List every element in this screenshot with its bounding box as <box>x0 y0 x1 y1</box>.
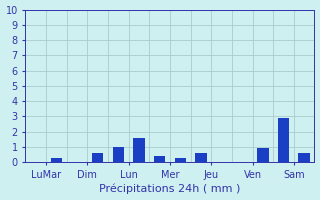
Bar <box>113 147 124 162</box>
X-axis label: Précipitations 24h ( mm ): Précipitations 24h ( mm ) <box>99 184 241 194</box>
Bar <box>175 158 186 162</box>
Bar <box>154 156 165 162</box>
Bar <box>133 138 145 162</box>
Bar <box>299 153 310 162</box>
Bar <box>195 153 207 162</box>
Bar <box>92 153 103 162</box>
Bar <box>257 148 268 162</box>
Bar <box>51 158 62 162</box>
Bar <box>278 118 289 162</box>
